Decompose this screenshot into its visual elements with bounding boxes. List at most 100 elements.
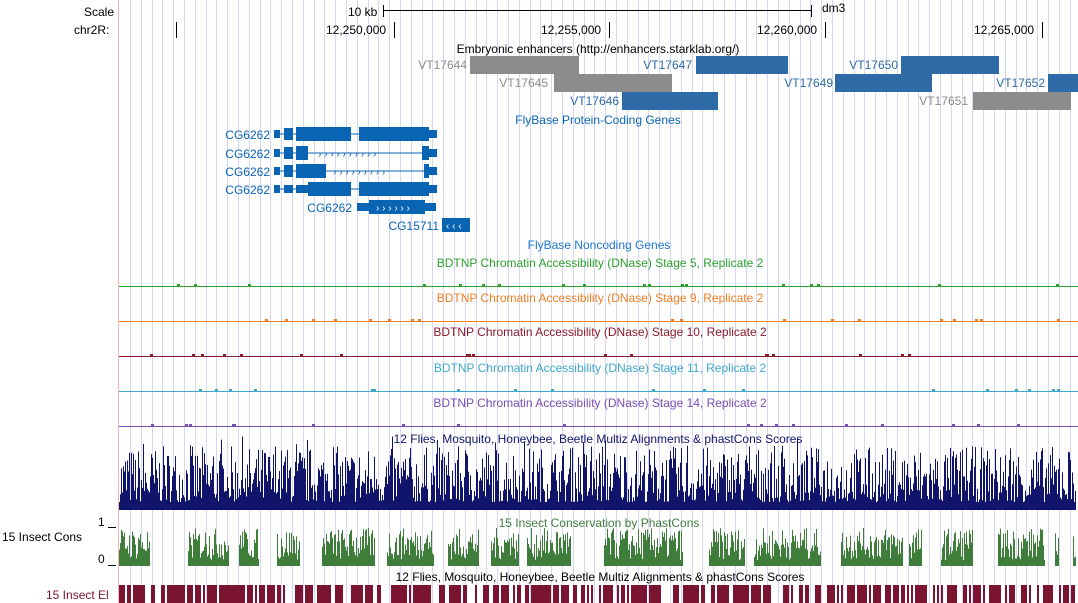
enhancer-label-vt17650[interactable]: VT17650 xyxy=(849,58,898,72)
grid-line xyxy=(486,0,487,603)
grid-line xyxy=(1026,0,1027,603)
grid-line xyxy=(476,0,477,603)
dnase-stage9-title[interactable]: BDTNP Chromatin Accessibility (DNase) St… xyxy=(436,291,764,305)
grid-line xyxy=(1016,0,1017,603)
grid-line xyxy=(335,0,336,603)
grid-line xyxy=(648,0,649,603)
grid-line xyxy=(530,0,531,603)
dnase-stage5-signal[interactable] xyxy=(119,286,1078,287)
grid-line xyxy=(562,0,563,603)
grid-line xyxy=(681,0,682,603)
grid-line xyxy=(670,0,671,603)
grid-line xyxy=(951,0,952,603)
gene-label-cg6262-4[interactable]: CG6262 xyxy=(225,183,270,197)
grid-line xyxy=(713,0,714,603)
grid-line xyxy=(843,0,844,603)
grid-line xyxy=(389,0,390,603)
phastcons-axis-min-tick xyxy=(108,565,116,566)
transcript-cg15711: ‹ ‹ ‹ xyxy=(442,218,470,232)
enhancer-vt17649[interactable] xyxy=(835,74,932,92)
grid-line xyxy=(540,0,541,603)
enhancer-vt17644[interactable] xyxy=(470,56,579,74)
phastcons-axis-max: 1 xyxy=(98,515,105,529)
flybase-coding-track-title[interactable]: FlyBase Protein-Coding Genes xyxy=(515,113,681,127)
grid-line xyxy=(746,0,747,603)
grid-line xyxy=(616,0,617,603)
enhancer-label-vt17645[interactable]: VT17645 xyxy=(499,76,548,90)
dnase-stage9-signal[interactable] xyxy=(119,321,1078,322)
dnase-stage5-title[interactable]: BDTNP Chromatin Accessibility (DNase) St… xyxy=(436,256,764,270)
dnase-stage10-title[interactable]: BDTNP Chromatin Accessibility (DNase) St… xyxy=(433,325,767,339)
grid-line xyxy=(1059,0,1060,603)
grid-line xyxy=(551,0,552,603)
elements-track-title[interactable]: 12 Flies, Mosquito, Honeybee, Beetle Mul… xyxy=(395,570,805,584)
multiz-track-title[interactable]: 12 Flies, Mosquito, Honeybee, Beetle Mul… xyxy=(393,432,803,446)
dnase-stage11-title[interactable]: BDTNP Chromatin Accessibility (DNase) St… xyxy=(433,361,767,375)
enhancer-vt17651[interactable] xyxy=(973,92,1071,110)
dnase-stage11-signal[interactable] xyxy=(119,391,1078,392)
enhancer-label-vt17651[interactable]: VT17651 xyxy=(919,94,968,108)
grid-line xyxy=(994,0,995,603)
elements-side-label[interactable]: 15 Insect El xyxy=(46,588,109,602)
grid-line xyxy=(346,0,347,603)
gene-label-cg15711[interactable]: CG15711 xyxy=(388,219,439,233)
grid-line xyxy=(184,0,185,603)
grid-line xyxy=(940,0,941,603)
enhancer-vt17647[interactable] xyxy=(696,56,788,74)
enhancer-label-vt17646[interactable]: VT17646 xyxy=(570,94,619,108)
grid-line xyxy=(638,0,639,603)
grid-line xyxy=(130,0,131,603)
dnase-stage10-signal[interactable] xyxy=(119,356,1078,357)
gene-label-cg6262-1[interactable]: CG6262 xyxy=(225,128,270,142)
enhancer-vt17646[interactable] xyxy=(622,92,718,110)
grid-line xyxy=(692,0,693,603)
grid-line xyxy=(929,0,930,603)
gene-label-cg6262-3[interactable]: CG6262 xyxy=(225,165,270,179)
scale-bar-line xyxy=(383,10,811,11)
phastcons-track-title[interactable]: 15 Insect Conservation by PhastCons xyxy=(498,516,700,530)
grid-line xyxy=(303,0,304,603)
gene-label-cg6262-2[interactable]: CG6262 xyxy=(225,147,270,161)
grid-line xyxy=(173,0,174,603)
enhancer-vt17652[interactable] xyxy=(1048,74,1078,92)
grid-line xyxy=(605,0,606,603)
ruler-start-tick xyxy=(176,22,177,38)
ruler-pos-4: 12,265,000 xyxy=(974,23,1035,37)
grid-line xyxy=(1070,0,1071,603)
svg-text:› › › › › ›: › › › › › › xyxy=(376,203,410,214)
enhancer-label-vt17647[interactable]: VT17647 xyxy=(643,58,692,72)
enhancer-label-vt17644[interactable]: VT17644 xyxy=(418,58,467,72)
grid-line xyxy=(659,0,660,603)
dnase-stage14-signal[interactable] xyxy=(119,426,1078,427)
enhancer-vt17650[interactable] xyxy=(901,56,999,74)
phastcons-axis-max-tick xyxy=(108,527,116,528)
grid-line xyxy=(227,0,228,603)
enhancer-label-vt17652[interactable]: VT17652 xyxy=(996,76,1045,90)
enhancer-vt17645[interactable] xyxy=(554,74,672,92)
grid-line xyxy=(270,0,271,603)
grid-line xyxy=(206,0,207,603)
ruler-pos-2: 12,255,000 xyxy=(541,23,602,37)
grid-line xyxy=(864,0,865,603)
grid-line xyxy=(767,0,768,603)
phastcons-side-label[interactable]: 15 Insect Cons xyxy=(2,530,83,544)
grid-line xyxy=(162,0,163,603)
enhancer-label-vt17649[interactable]: VT17649 xyxy=(784,76,833,90)
dnase-stage14-title[interactable]: BDTNP Chromatin Accessibility (DNase) St… xyxy=(433,396,767,410)
grid-line xyxy=(465,0,466,603)
transcript-cg6262-1 xyxy=(274,127,437,141)
grid-line xyxy=(141,0,142,603)
grid-line xyxy=(735,0,736,603)
gene-label-cg6262-5[interactable]: CG6262 xyxy=(307,201,352,215)
flybase-noncoding-track-title[interactable]: FlyBase Noncoding Genes xyxy=(527,238,671,252)
scale-bar-right-tick xyxy=(811,5,812,17)
left-margin-divider xyxy=(118,0,119,603)
enhancers-track-title[interactable]: Embryonic enhancers (http://enhancers.st… xyxy=(456,42,740,56)
grid-line xyxy=(1048,0,1049,603)
grid-line xyxy=(368,0,369,603)
grid-line xyxy=(897,0,898,603)
grid-line xyxy=(422,0,423,603)
